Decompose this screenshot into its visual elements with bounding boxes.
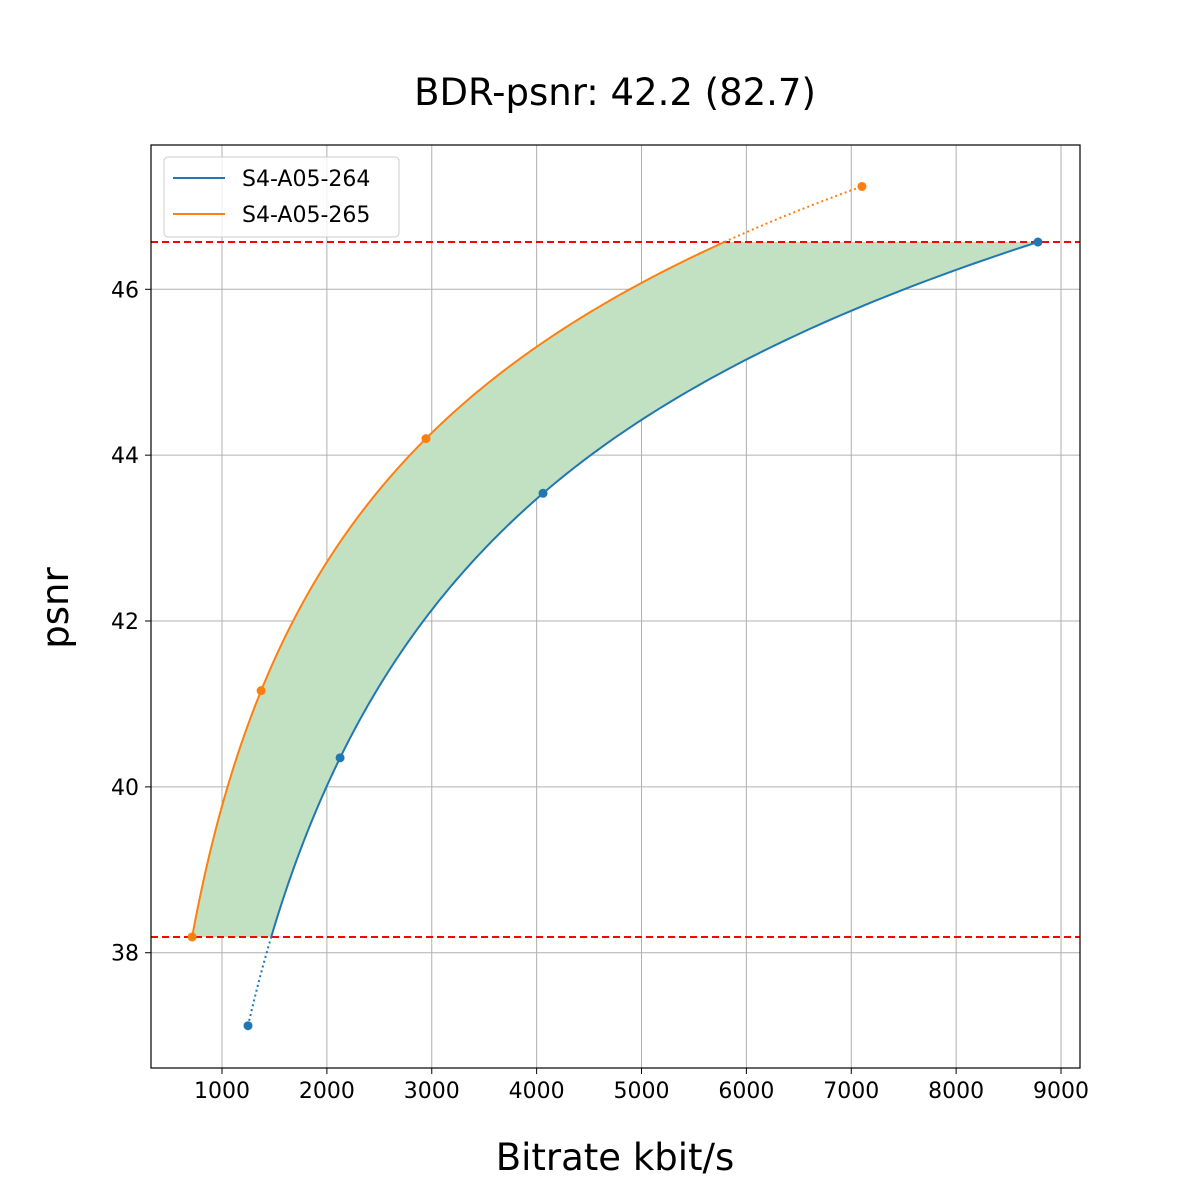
x-tick-label: 6000 — [718, 1079, 774, 1104]
series-extrapolation-0 — [247, 936, 273, 1026]
data-point — [187, 932, 197, 942]
series-line-0 — [270, 241, 1039, 938]
legend: S4-A05-264 S4-A05-265 — [163, 156, 400, 238]
data-point — [538, 488, 548, 498]
series-extrapolation-1 — [723, 185, 863, 243]
x-tick-label: 1000 — [194, 1079, 250, 1104]
series-line-1 — [191, 241, 725, 938]
y-tick-label: 44 — [111, 444, 139, 469]
data-point — [256, 686, 266, 696]
y-tick-label: 42 — [111, 610, 139, 635]
x-tick-label: 8000 — [928, 1079, 984, 1104]
x-tick-label: 2000 — [299, 1079, 355, 1104]
legend-label-264: S4-A05-264 — [242, 167, 370, 192]
x-tick-label: 4000 — [509, 1079, 565, 1104]
data-point — [335, 753, 345, 763]
y-tick-label: 46 — [111, 278, 139, 303]
data-point — [1033, 237, 1043, 247]
bd-area-fill — [192, 242, 1038, 937]
chart-title: BDR-psnr: 42.2 (82.7) — [414, 71, 816, 114]
x-axis-label: Bitrate kbit/s — [496, 1136, 735, 1179]
data-point — [857, 181, 867, 191]
x-tick-label: 5000 — [614, 1079, 670, 1104]
y-axis-label: psnr — [34, 567, 77, 649]
x-tick-label: 7000 — [823, 1079, 879, 1104]
y-tick-label: 38 — [111, 942, 139, 967]
x-tick-label: 3000 — [404, 1079, 460, 1104]
data-point — [421, 434, 431, 444]
x-tick-label: 9000 — [1033, 1079, 1089, 1104]
legend-label-265: S4-A05-265 — [242, 203, 370, 228]
plot-frame — [150, 144, 1081, 1069]
data-point — [243, 1021, 253, 1031]
y-tick-label: 40 — [111, 776, 139, 801]
